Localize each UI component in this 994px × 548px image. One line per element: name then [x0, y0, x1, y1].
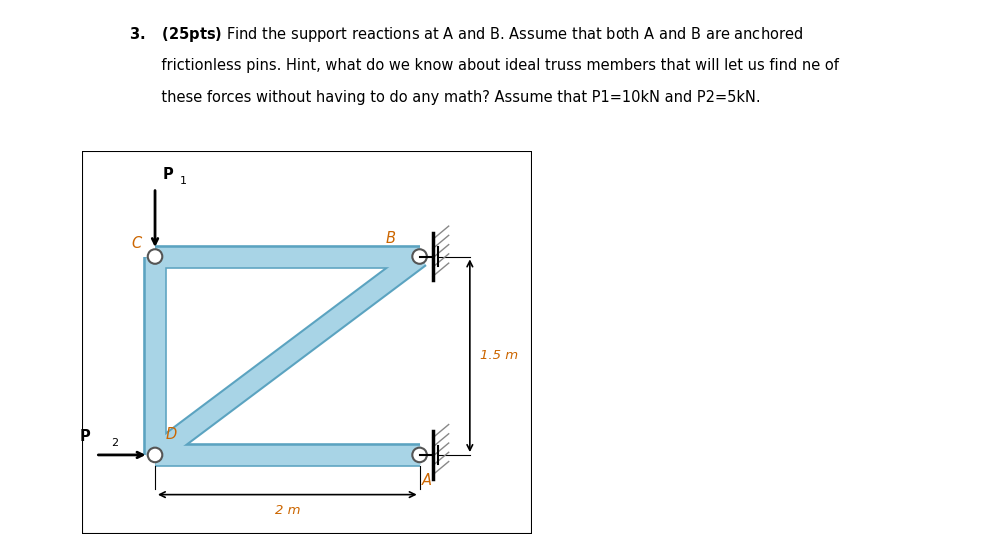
Text: 2: 2	[111, 438, 118, 448]
Text: P: P	[80, 429, 90, 444]
Text: 2 m: 2 m	[274, 504, 300, 517]
Text: D: D	[166, 427, 177, 442]
Text: these forces without having to do any math? Assume that P1=10kN and P2=5kN.: these forces without having to do any ma…	[129, 90, 760, 105]
Text: frictionless pins. Hint, what do we know about ideal truss members that will let: frictionless pins. Hint, what do we know…	[129, 58, 839, 72]
Text: 1: 1	[180, 176, 187, 186]
Text: C: C	[131, 236, 142, 251]
Circle shape	[413, 249, 426, 264]
Circle shape	[148, 448, 162, 462]
Text: P: P	[163, 168, 174, 182]
Circle shape	[413, 448, 426, 462]
Text: A: A	[422, 473, 432, 488]
Text: $\mathbf{3.}$   $\mathbf{(25pts)}$ Find the support reactions at A and B. Assume: $\mathbf{3.}$ $\mathbf{(25pts)}$ Find th…	[129, 25, 803, 44]
Circle shape	[148, 249, 162, 264]
Text: B: B	[386, 231, 396, 246]
Text: 1.5 m: 1.5 m	[480, 349, 519, 362]
